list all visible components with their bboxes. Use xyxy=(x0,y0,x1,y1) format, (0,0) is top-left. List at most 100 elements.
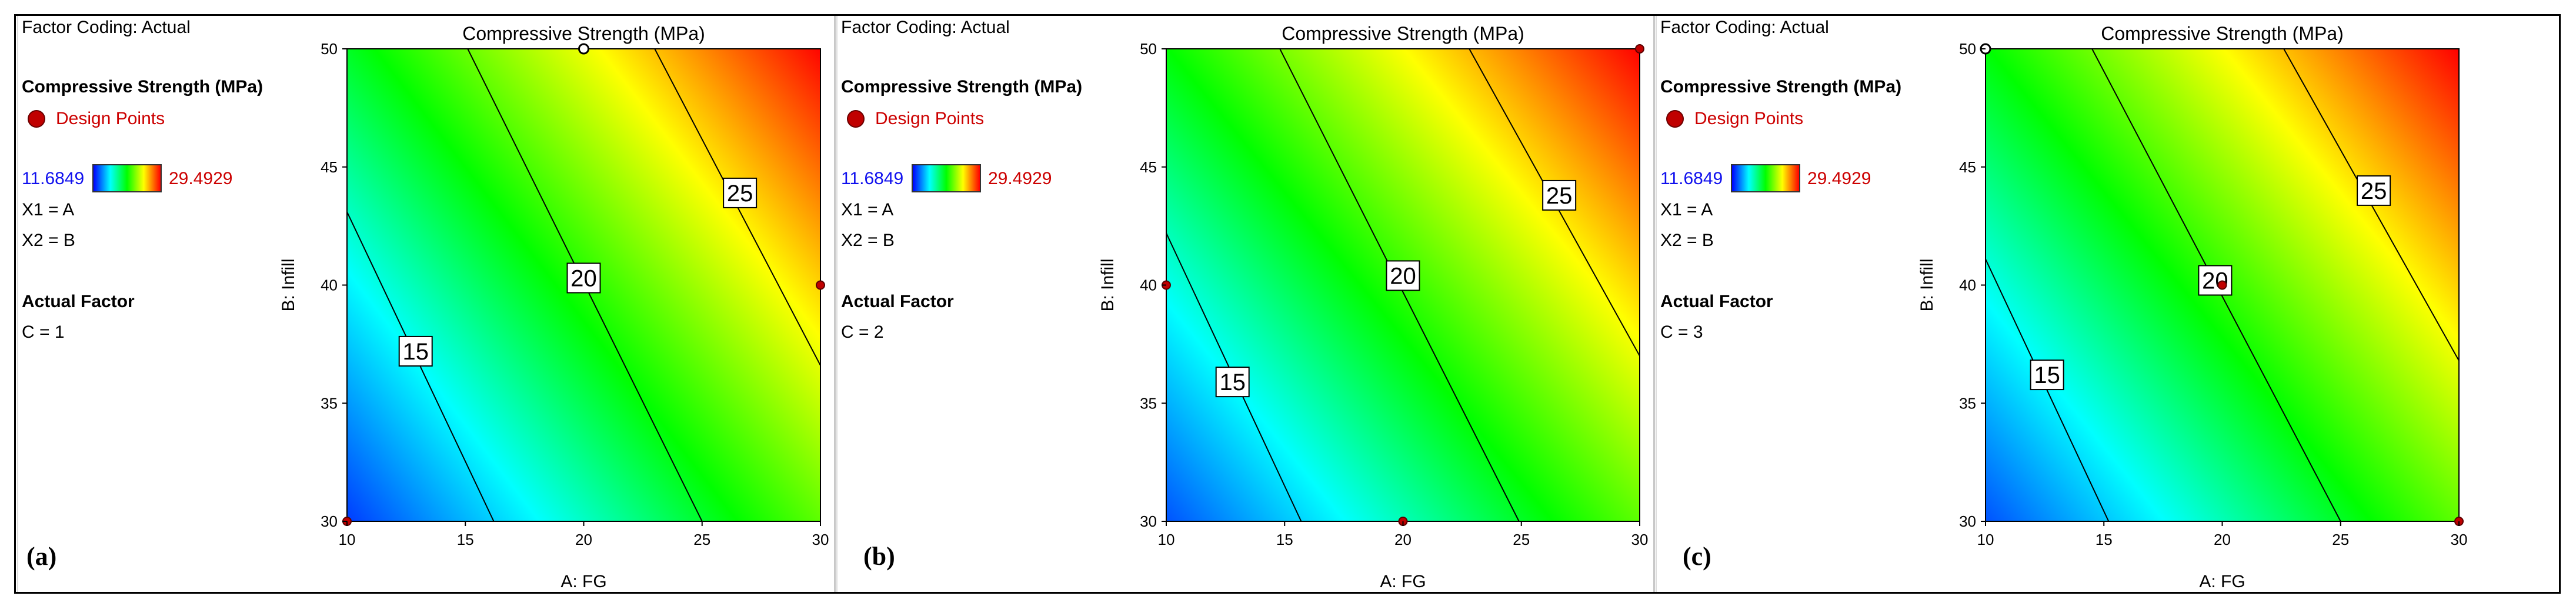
x-tick-label: 30 xyxy=(1631,531,1649,548)
contour-label-box xyxy=(1542,179,1577,211)
x-tick-label: 10 xyxy=(339,531,356,548)
design-point-legend-icon xyxy=(28,110,45,128)
panel-separator xyxy=(834,16,836,592)
x-tick-label: 30 xyxy=(2451,531,2468,548)
contour-label: 15 xyxy=(2034,362,2060,388)
x2-label: X2 = B xyxy=(22,231,75,250)
design-point-legend-icon xyxy=(1666,110,1684,128)
chart-panel: Factor Coding: Actual Compressive Strengt… xyxy=(834,16,1654,592)
y-tick-label: 30 xyxy=(1140,513,1157,530)
panel-label: (a) xyxy=(26,542,57,571)
actual-factor-heading: Actual Factor xyxy=(22,292,135,311)
panel-separator xyxy=(1653,16,1655,592)
contour-label-box xyxy=(2198,265,2233,296)
x-axis-label: A: FG xyxy=(1380,572,1426,591)
contour-label: 25 xyxy=(2361,178,2387,204)
x-axis-label: A: FG xyxy=(560,572,606,591)
factor-coding-label: Factor Coding: Actual xyxy=(22,18,191,37)
color-scale-min: 11.6849 xyxy=(1660,169,1723,188)
color-scale-gradient xyxy=(92,164,162,192)
x-tick-label: 15 xyxy=(2095,531,2113,548)
y-tick-label: 50 xyxy=(321,40,338,58)
design-points-legend-label: Design Points xyxy=(875,109,985,128)
contour-line-15 xyxy=(1986,258,2110,521)
contour-label-box xyxy=(1386,260,1420,291)
contour-label-box xyxy=(723,177,758,208)
chart-panel: Factor Coding: Actual Compressive Strengt… xyxy=(1653,16,2474,592)
contour-label: 20 xyxy=(570,265,597,291)
actual-factor-heading: Actual Factor xyxy=(841,292,954,311)
x1-label: X1 = A xyxy=(22,200,75,219)
y-tick-label: 30 xyxy=(1959,513,1976,530)
actual-factor-value: C = 3 xyxy=(1660,322,1703,342)
info-separator xyxy=(1656,16,1657,592)
response-label: Compressive Strength (MPa) xyxy=(1660,77,1902,96)
color-scale-max: 29.4929 xyxy=(1807,169,1871,188)
contour-label: 15 xyxy=(402,339,429,365)
actual-factor-heading: Actual Factor xyxy=(1660,292,1773,311)
design-point-legend-icon xyxy=(847,110,865,128)
y-tick-label: 45 xyxy=(1959,158,1976,176)
contour-label-box xyxy=(566,262,601,294)
x-tick-label: 10 xyxy=(1158,531,1175,548)
response-label: Compressive Strength (MPa) xyxy=(22,77,263,96)
design-point xyxy=(578,43,589,55)
y-tick-label: 45 xyxy=(321,158,338,176)
color-scale-max: 29.4929 xyxy=(169,169,233,188)
x-tick-label: 15 xyxy=(457,531,474,548)
x1-label: X1 = A xyxy=(841,200,894,219)
info-separator xyxy=(17,16,18,592)
chart-title: Compressive Strength (MPa) xyxy=(1282,23,1524,44)
x2-label: X2 = B xyxy=(841,231,895,250)
color-scale-gradient xyxy=(1731,164,1800,192)
x-axis-label: A: FG xyxy=(2199,572,2245,591)
x-tick-label: 30 xyxy=(812,531,829,548)
x-tick-label: 15 xyxy=(1276,531,1293,548)
y-tick-label: 30 xyxy=(321,513,338,530)
x-tick-label: 25 xyxy=(693,531,710,548)
contour-label-box xyxy=(2357,175,2391,206)
contour-label-box xyxy=(2030,360,2064,391)
y-tick-label: 40 xyxy=(1959,277,1976,294)
y-tick-label: 40 xyxy=(1140,277,1157,294)
y-tick-label: 50 xyxy=(1140,40,1157,58)
x1-label: X1 = A xyxy=(1660,200,1713,219)
y-tick-label: 50 xyxy=(1959,40,1976,58)
x-tick-label: 25 xyxy=(2332,531,2349,548)
color-scale-min: 11.6849 xyxy=(841,169,904,188)
design-point xyxy=(816,280,825,290)
contour-label: 15 xyxy=(1219,370,1246,395)
contour-label: 25 xyxy=(1546,183,1573,209)
y-tick-label: 40 xyxy=(321,277,338,294)
panel-label: (b) xyxy=(863,542,895,571)
actual-factor-value: C = 1 xyxy=(22,322,65,342)
y-tick-label: 35 xyxy=(1140,394,1157,412)
y-axis-label: B: Infill xyxy=(1098,258,1117,311)
x-tick-label: 10 xyxy=(1977,531,1994,548)
design-point xyxy=(1635,44,1644,54)
chart-title: Compressive Strength (MPa) xyxy=(462,23,705,44)
info-separator xyxy=(836,16,837,592)
x-tick-label: 20 xyxy=(1394,531,1412,548)
factor-coding-label: Factor Coding: Actual xyxy=(1660,18,1829,37)
contour-line-15 xyxy=(347,211,495,521)
y-tick-label: 45 xyxy=(1140,158,1157,176)
x-tick-label: 20 xyxy=(2214,531,2231,548)
design-point xyxy=(2217,280,2227,290)
design-points-legend-label: Design Points xyxy=(1694,109,1804,128)
panel-label: (c) xyxy=(1683,542,1711,571)
x2-label: X2 = B xyxy=(1660,231,1714,250)
y-tick-label: 35 xyxy=(321,394,338,412)
color-scale-min: 11.6849 xyxy=(22,169,85,188)
x-tick-label: 20 xyxy=(575,531,592,548)
chart-title: Compressive Strength (MPa) xyxy=(2101,23,2344,44)
y-tick-label: 35 xyxy=(1959,394,1976,412)
y-axis-label: B: Infill xyxy=(279,258,298,311)
figure-frame: Factor Coding: Actual Compressive Strengt… xyxy=(14,14,2561,594)
design-points-legend-label: Design Points xyxy=(56,109,165,128)
factor-coding-label: Factor Coding: Actual xyxy=(841,18,1010,37)
contour-label-box xyxy=(1215,367,1250,398)
